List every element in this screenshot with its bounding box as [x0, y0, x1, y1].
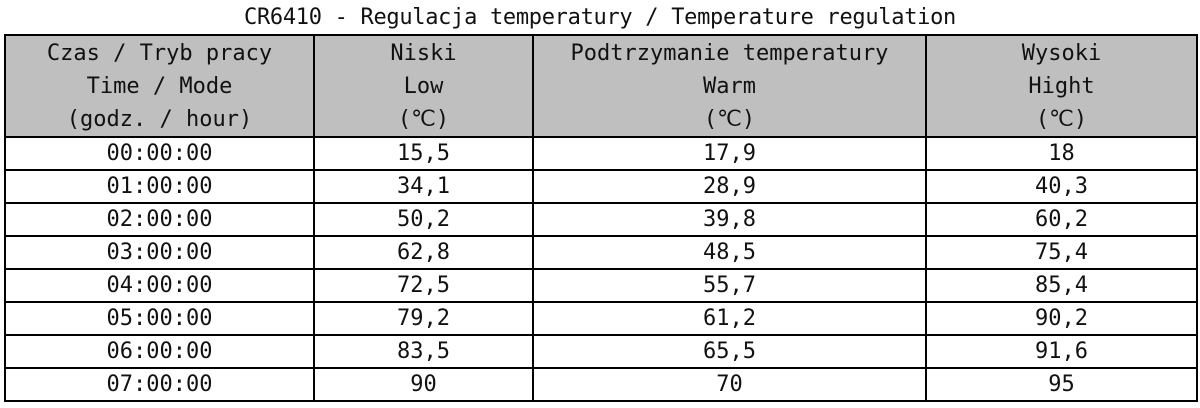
header-label-en: Low: [403, 73, 444, 99]
document-title: CR6410 - Regulacja temperatury / Tempera…: [244, 5, 956, 30]
high-temp-cell: 95: [925, 367, 1198, 402]
header-label-en: Time / Mode: [86, 73, 233, 99]
time-cell: 00:00:00: [4, 136, 315, 171]
header-label-en: Warm: [703, 73, 756, 99]
high-temp-cell: 85,4: [925, 268, 1198, 303]
warm-temp-cell: 55,7: [532, 268, 927, 303]
high-temp-cell: 91,6: [925, 334, 1198, 369]
header-label-pl: Niski: [390, 40, 457, 66]
high-temp-cell: 90,2: [925, 301, 1198, 336]
low-temp-cell: 34,1: [313, 169, 534, 204]
warm-temp-cell: 39,8: [532, 202, 927, 237]
low-temp-cell: 15,5: [313, 136, 534, 171]
header-label-en: Hight: [1028, 73, 1095, 99]
high-temp-cell: 60,2: [925, 202, 1198, 237]
warm-temp-cell: 28,9: [532, 169, 927, 204]
header-unit: (℃): [1035, 106, 1088, 132]
header-warm: Podtrzymanie temperatury Warm (℃): [532, 34, 927, 138]
time-cell: 06:00:00: [4, 334, 315, 369]
time-cell: 05:00:00: [4, 301, 315, 336]
warm-temp-cell: 70: [532, 367, 927, 402]
header-high: Wysoki Hight (℃): [925, 34, 1198, 138]
warm-temp-cell: 61,2: [532, 301, 927, 336]
time-cell: 03:00:00: [4, 235, 315, 270]
header-label-pl: Podtrzymanie temperatury: [570, 40, 889, 66]
table-row: 02:00:00 50,2 39,8 60,2: [4, 202, 1198, 237]
header-unit: (℃): [703, 106, 756, 132]
low-temp-cell: 62,8: [313, 235, 534, 270]
low-temp-cell: 90: [313, 367, 534, 402]
table-row: 06:00:00 83,5 65,5 91,6: [4, 334, 1198, 369]
table-row: 01:00:00 34,1 28,9 40,3: [4, 169, 1198, 204]
header-label-pl: Czas / Tryb pracy: [46, 40, 273, 66]
table-row: 03:00:00 62,8 48,5 75,4: [4, 235, 1198, 270]
high-temp-cell: 75,4: [925, 235, 1198, 270]
header-unit: (godz. / hour): [66, 106, 253, 132]
high-temp-cell: 18: [925, 136, 1198, 171]
time-cell: 02:00:00: [4, 202, 315, 237]
table-row: 04:00:00 72,5 55,7 85,4: [4, 268, 1198, 303]
header-low: Niski Low (℃): [313, 34, 534, 138]
time-cell: 07:00:00: [4, 367, 315, 402]
header-row: Czas / Tryb pracy Time / Mode (godz. / h…: [4, 34, 1198, 138]
table-row: 05:00:00 79,2 61,2 90,2: [4, 301, 1198, 336]
table-row: 07:00:00 90 70 95: [4, 367, 1198, 402]
header-unit: (℃): [397, 106, 450, 132]
warm-temp-cell: 17,9: [532, 136, 927, 171]
low-temp-cell: 72,5: [313, 268, 534, 303]
table-row: 00:00:00 15,5 17,9 18: [4, 136, 1198, 171]
warm-temp-cell: 48,5: [532, 235, 927, 270]
low-temp-cell: 50,2: [313, 202, 534, 237]
low-temp-cell: 83,5: [313, 334, 534, 369]
time-cell: 01:00:00: [4, 169, 315, 204]
temperature-table: Czas / Tryb pracy Time / Mode (godz. / h…: [4, 34, 1198, 402]
high-temp-cell: 40,3: [925, 169, 1198, 204]
low-temp-cell: 79,2: [313, 301, 534, 336]
time-cell: 04:00:00: [4, 268, 315, 303]
header-label-pl: Wysoki: [1021, 40, 1102, 66]
header-time-mode: Czas / Tryb pracy Time / Mode (godz. / h…: [4, 34, 315, 138]
warm-temp-cell: 65,5: [532, 334, 927, 369]
